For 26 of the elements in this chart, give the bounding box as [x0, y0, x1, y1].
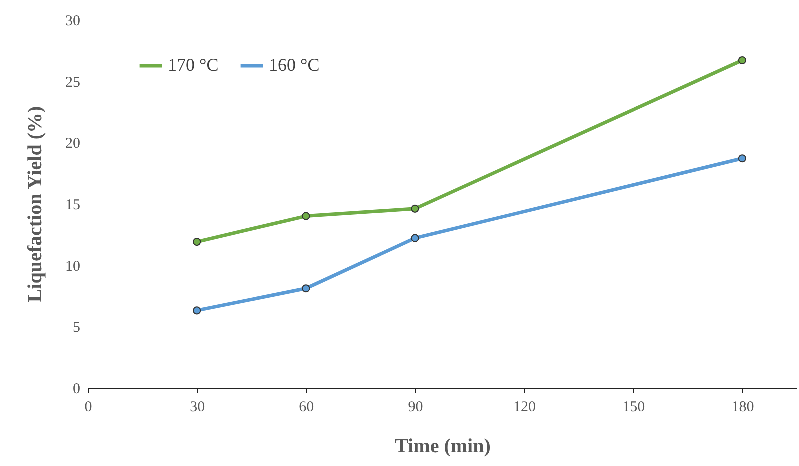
legend-label: 170 °C	[168, 55, 219, 75]
x-tick-label: 120	[514, 400, 536, 416]
point	[411, 234, 420, 242]
y-tick-label: 15	[66, 198, 80, 214]
y-tick-label: 20	[66, 136, 80, 152]
point	[411, 204, 420, 213]
x-tick-label: 0	[84, 400, 92, 416]
x-tick-label: 150	[622, 400, 646, 416]
point	[302, 284, 310, 293]
y-tick-label: 30	[66, 14, 80, 30]
point	[193, 306, 202, 315]
y-tick-label: 5	[73, 320, 80, 336]
x-tick-label: 30	[190, 400, 206, 416]
legend-label: 160 °C	[269, 55, 320, 75]
point	[193, 238, 202, 246]
x-tick-label: 90	[408, 400, 424, 416]
y-tick-label: 0	[73, 382, 80, 398]
x-tick-label: 60	[299, 400, 314, 416]
y-axis-title: Liquefaction Yield (%)	[24, 106, 46, 303]
x-tick-label: 180	[732, 400, 754, 416]
y-tick-label: 25	[66, 74, 80, 91]
y-tick-label: 10	[66, 258, 80, 275]
x-axis-title: Time (min)	[395, 436, 491, 458]
point	[738, 56, 746, 65]
point	[738, 154, 746, 163]
point	[302, 212, 310, 220]
